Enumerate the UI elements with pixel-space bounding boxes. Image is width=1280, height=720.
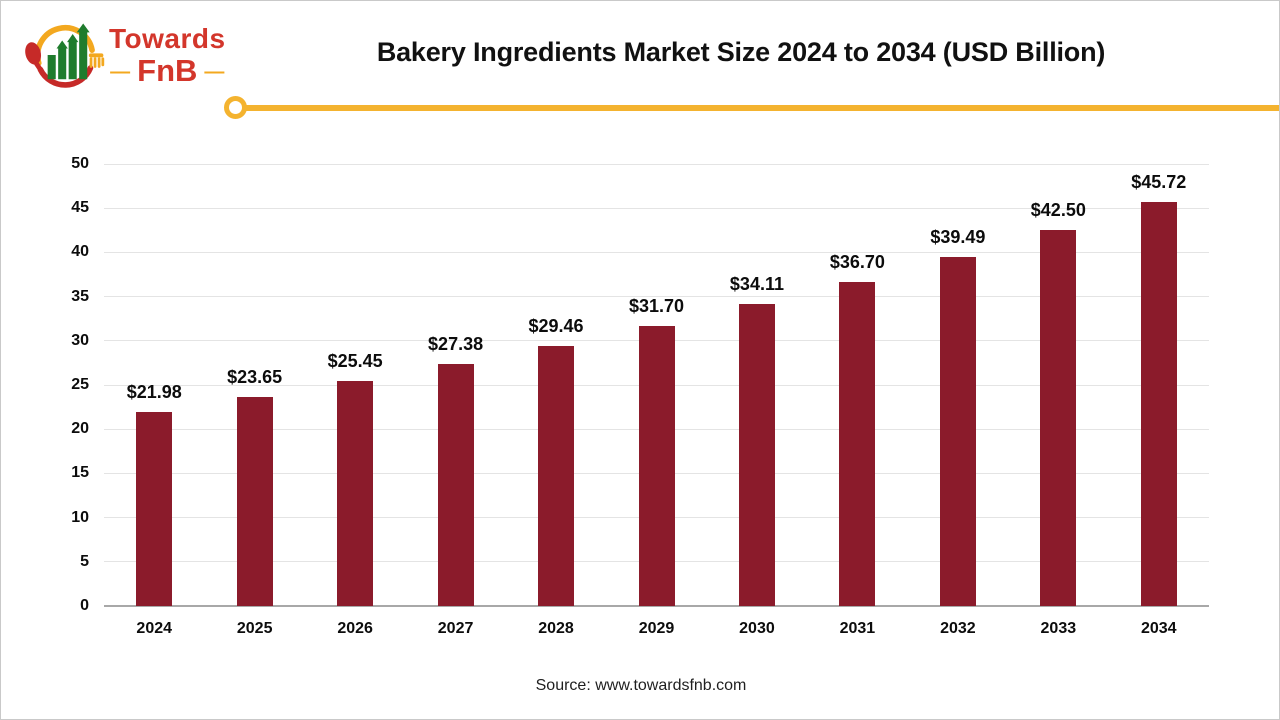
x-axis-tick-label: 2031 [839,620,876,637]
y-axis-tick-label: 15 [71,464,89,482]
y-axis-tick-label: 20 [71,420,89,438]
y-axis-tick-label: 50 [71,155,89,172]
x-axis-tick-label: 2028 [538,620,574,637]
bar-value-label: $31.70 [628,295,685,316]
bar-value-label: $21.98 [126,381,182,402]
bar-value-label: $45.72 [1131,171,1187,192]
gridline [104,207,1209,209]
brand-dash-right: — [204,61,225,83]
bar [738,304,775,606]
accent-divider-line [242,105,1279,111]
bar [638,325,675,606]
x-axis-tick-label: 2025 [236,620,273,637]
gridline [104,163,1209,165]
bar-value-label: $34.11 [729,274,784,295]
bar [839,281,876,606]
y-axis-tick-label: 5 [80,552,89,570]
bar [236,396,273,606]
x-axis-tick-label: 2027 [437,620,474,637]
x-axis-line [104,605,1209,607]
bar-value-label: $39.49 [930,226,986,247]
gridline [104,296,1209,298]
bar-value-label: $27.38 [428,333,484,354]
bar [538,345,575,606]
brand-dash-left: — [110,61,131,83]
x-axis-tick-label: 2034 [1140,620,1177,637]
bar-value-label: $25.45 [327,351,383,372]
bar-value-label: $29.46 [528,315,584,336]
x-axis-tick-label: 2024 [136,620,173,637]
x-axis-tick-label: 2032 [940,620,976,637]
brand-wordmark: Towards — FnB — [109,22,226,88]
plot-area: $21.98 2024 $23.65 2025 $25.45 2026 $27.38 2027… [104,163,1209,637]
accent-divider-ring [224,96,247,119]
source-attribution: Source: www.towardsfnb.com [535,677,747,694]
y-axis-tick-label: 25 [71,376,89,393]
chart-title: Bakery Ingredients Market Size 2024 to 2… [376,37,1106,67]
gridline [104,251,1209,253]
towardsfnb-logo-icon [25,23,105,88]
bar [1140,201,1177,606]
bar-value-label: $42.50 [1030,200,1086,221]
x-axis-tick-label: 2030 [739,620,775,637]
bar [437,363,474,606]
y-axis-tick-label: 30 [71,331,89,349]
y-axis-tick-label: 45 [71,199,89,217]
bar [337,381,374,606]
bar [136,411,173,606]
y-axis-labels: 0 5 10 15 20 25 30 35 40 45 50 [47,155,89,614]
bar-value-label: $23.65 [227,366,283,387]
x-axis-tick-label: 2026 [337,620,373,637]
y-axis-tick-label: 0 [80,597,89,614]
x-axis-tick-label: 2033 [1040,620,1077,637]
x-axis-tick-label: 2029 [638,620,675,637]
y-axis-tick-label: 40 [71,243,89,261]
y-axis-tick-label: 35 [71,287,89,305]
bar-value-label: $36.70 [829,251,885,272]
bar [1040,230,1077,606]
brand-name-towards: Towards [109,22,226,54]
brand-logo: Towards — FnB — [21,9,321,101]
bar [939,256,976,606]
brand-name-fnb: FnB [137,52,198,88]
y-axis-tick-label: 10 [71,508,89,526]
